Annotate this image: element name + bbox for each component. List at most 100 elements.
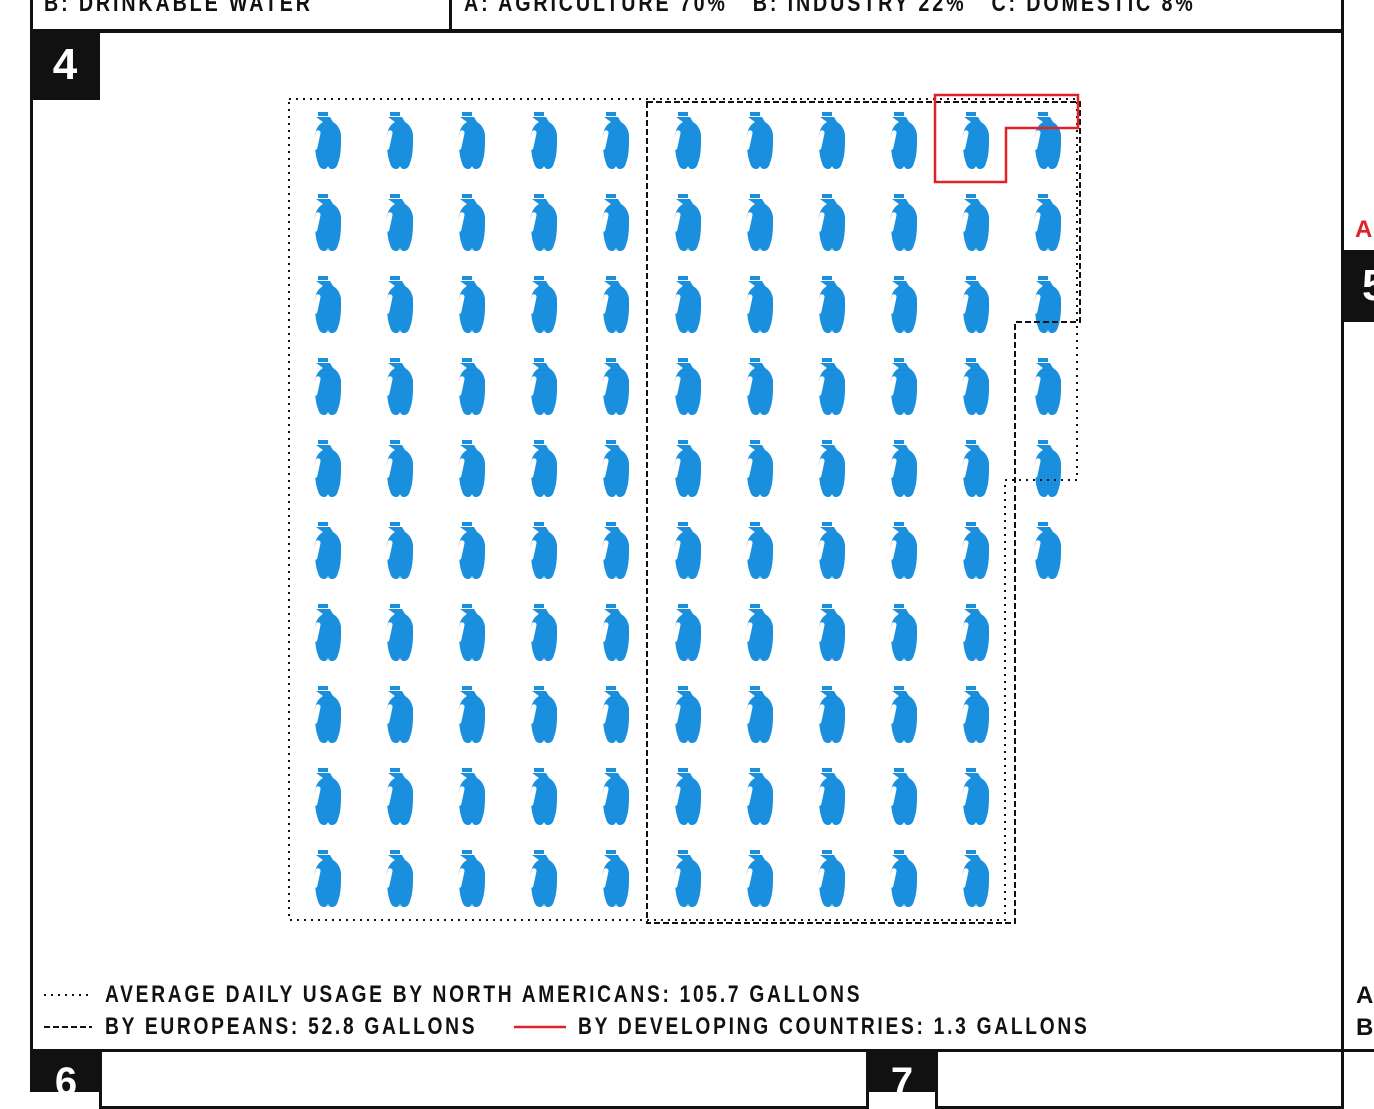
jug-highlight <box>1032 294 1041 314</box>
jug-highlight <box>528 786 537 806</box>
jug-highlight <box>744 376 753 396</box>
jug-highlight <box>672 212 681 232</box>
jug-highlight <box>528 458 537 478</box>
jug-highlight <box>600 868 609 888</box>
jug-highlight <box>888 212 897 232</box>
jug-highlight <box>528 376 537 396</box>
jug-highlight <box>384 622 393 642</box>
jug-highlight <box>960 704 969 724</box>
jug-highlight <box>312 704 321 724</box>
jug-highlight <box>888 786 897 806</box>
jug-highlight <box>384 130 393 150</box>
jug-highlight <box>960 622 969 642</box>
jug-highlight <box>888 458 897 478</box>
right-panel-label-b: B <box>1356 1014 1374 1041</box>
jug-highlight <box>1032 130 1041 150</box>
jug-highlight <box>672 786 681 806</box>
jug-highlight <box>816 130 825 150</box>
panel-number-5: 5 <box>1344 250 1374 322</box>
jug-highlight <box>600 130 609 150</box>
jug-highlight <box>600 212 609 232</box>
jug-highlight <box>888 622 897 642</box>
jug-highlight <box>672 294 681 314</box>
jug-highlight <box>816 376 825 396</box>
jug-highlight <box>1032 376 1041 396</box>
jug-highlight <box>672 868 681 888</box>
jug-highlight <box>816 868 825 888</box>
outline-developing-countries <box>933 93 1080 184</box>
jug-highlight <box>960 786 969 806</box>
jug-highlight <box>384 212 393 232</box>
jug-highlight <box>600 458 609 478</box>
jug-highlight <box>888 376 897 396</box>
jug-highlight <box>600 704 609 724</box>
legend-swatches <box>44 994 566 1029</box>
jug-highlight <box>888 130 897 150</box>
jug-highlight <box>384 786 393 806</box>
jug-highlight <box>600 786 609 806</box>
jug-highlight <box>888 868 897 888</box>
legend-europeans: BY EUROPEANS: 52.8 GALLONS <box>105 1013 478 1040</box>
water-usage-pictograph <box>288 93 1081 924</box>
jug-highlight <box>672 622 681 642</box>
jug-highlight <box>672 376 681 396</box>
jug-highlight <box>744 540 753 560</box>
jug-highlight <box>600 540 609 560</box>
jug-highlight <box>528 868 537 888</box>
jug-highlight <box>384 540 393 560</box>
legend-north-americans: AVERAGE DAILY USAGE BY NORTH AMERICANS: … <box>105 981 863 1008</box>
jug-highlight <box>528 294 537 314</box>
jug-highlight <box>384 868 393 888</box>
jug-highlight <box>600 376 609 396</box>
right-panel-red-label: A <box>1355 216 1373 243</box>
jug-highlight <box>528 212 537 232</box>
jug-highlight <box>384 458 393 478</box>
panel-number-4: 4 <box>30 30 100 100</box>
jug-highlight <box>456 868 465 888</box>
jug-highlight <box>528 704 537 724</box>
jug-highlight <box>888 704 897 724</box>
jug-highlight <box>960 376 969 396</box>
jug-highlight <box>312 868 321 888</box>
jug-highlight <box>1032 212 1041 232</box>
jug-highlight <box>960 130 969 150</box>
jug-highlight <box>384 294 393 314</box>
jug-highlight <box>312 130 321 150</box>
jug-highlight <box>672 458 681 478</box>
jug-highlight <box>816 704 825 724</box>
jug-highlight <box>816 622 825 642</box>
jug-highlight <box>1032 458 1041 478</box>
legend-developing-countries: BY DEVELOPING COUNTRIES: 1.3 GALLONS <box>578 1013 1090 1040</box>
jug-highlight <box>672 130 681 150</box>
jug-highlight <box>960 540 969 560</box>
jug-highlight <box>744 294 753 314</box>
jug-highlight <box>456 212 465 232</box>
right-panel-label-a: A <box>1356 982 1374 1009</box>
jug-highlight <box>744 704 753 724</box>
jug-highlight <box>672 704 681 724</box>
jug-highlight <box>816 786 825 806</box>
jug-highlight <box>456 130 465 150</box>
jug-highlight <box>528 130 537 150</box>
jug-highlight <box>888 540 897 560</box>
jug-highlight <box>456 458 465 478</box>
jug-highlight <box>744 622 753 642</box>
jug-highlight <box>816 212 825 232</box>
jug-highlight <box>600 294 609 314</box>
jug-highlight <box>312 622 321 642</box>
jug-highlight <box>816 294 825 314</box>
jug-highlight <box>312 458 321 478</box>
jug-highlight <box>744 130 753 150</box>
jug-highlight <box>312 212 321 232</box>
jug-highlight <box>312 540 321 560</box>
jug-highlight <box>528 622 537 642</box>
jug-highlight <box>816 540 825 560</box>
jug-highlight <box>456 294 465 314</box>
outline-north-americans <box>288 98 1078 921</box>
jug-highlight <box>888 294 897 314</box>
jug-highlight <box>672 540 681 560</box>
jug-highlight <box>960 294 969 314</box>
header-left-text: B: DRINKABLE WATER <box>44 0 313 17</box>
header-right-text: A: AGRICULTURE 70% B: INDUSTRY 22% C: DO… <box>464 0 1196 17</box>
jug-highlight <box>312 294 321 314</box>
